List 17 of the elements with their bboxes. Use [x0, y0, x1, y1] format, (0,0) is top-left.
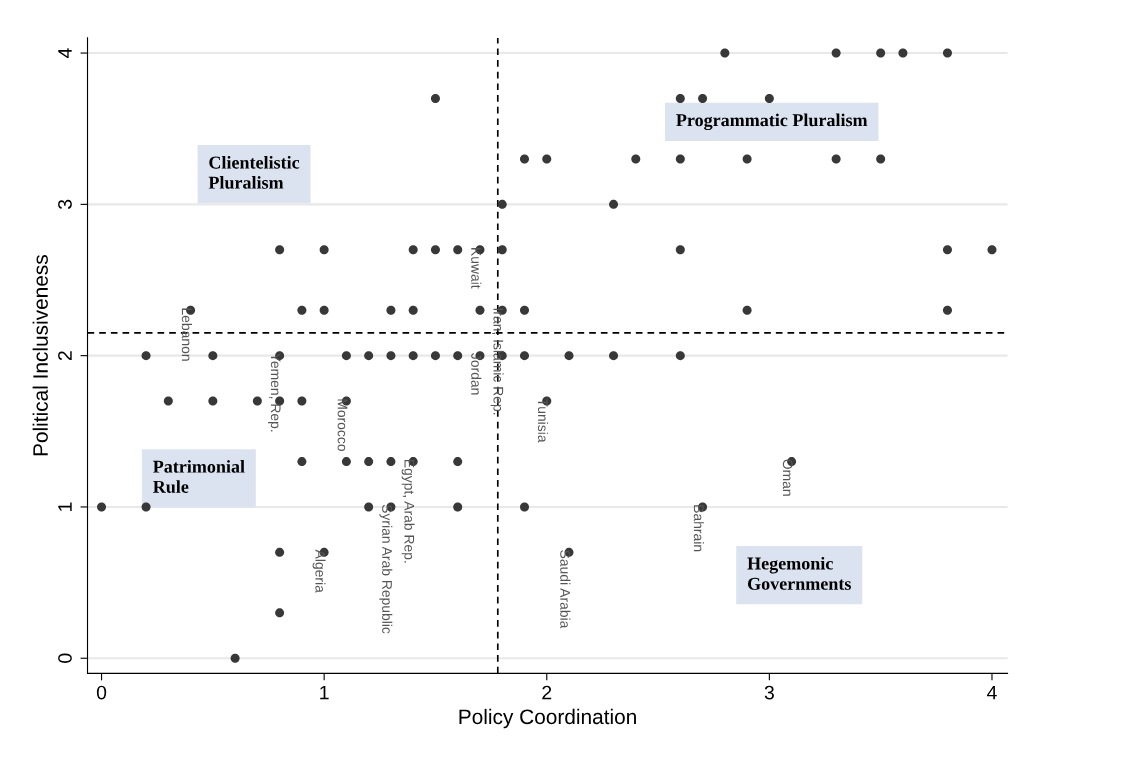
x-tick-label: 1 — [320, 685, 329, 700]
annotation: Patrimonial Rule — [153, 460, 245, 493]
x-tick-label: 0 — [96, 685, 107, 700]
annotation: Hegemonic Governments — [747, 556, 851, 590]
y-tick-label: 1 — [58, 502, 72, 511]
annotation: Programmatic Pluralism — [676, 113, 868, 131]
y-tick-label: 4 — [58, 48, 72, 59]
annotation: Egypt, Arab Rep. — [401, 459, 415, 563]
x-tick-label: 3 — [764, 685, 774, 700]
y-axis-title: Political Inclusiveness — [32, 255, 48, 456]
x-axis-title: Policy Coordination — [459, 708, 636, 729]
x-tick-label: 2 — [542, 685, 552, 700]
y-tick-label: 0 — [58, 653, 72, 663]
y-tick-label: 3 — [58, 199, 72, 210]
x-tick-label: 4 — [987, 685, 997, 700]
annotation: Clientelistic Pluralism — [208, 155, 300, 189]
y-tick-label: 2 — [58, 351, 72, 361]
